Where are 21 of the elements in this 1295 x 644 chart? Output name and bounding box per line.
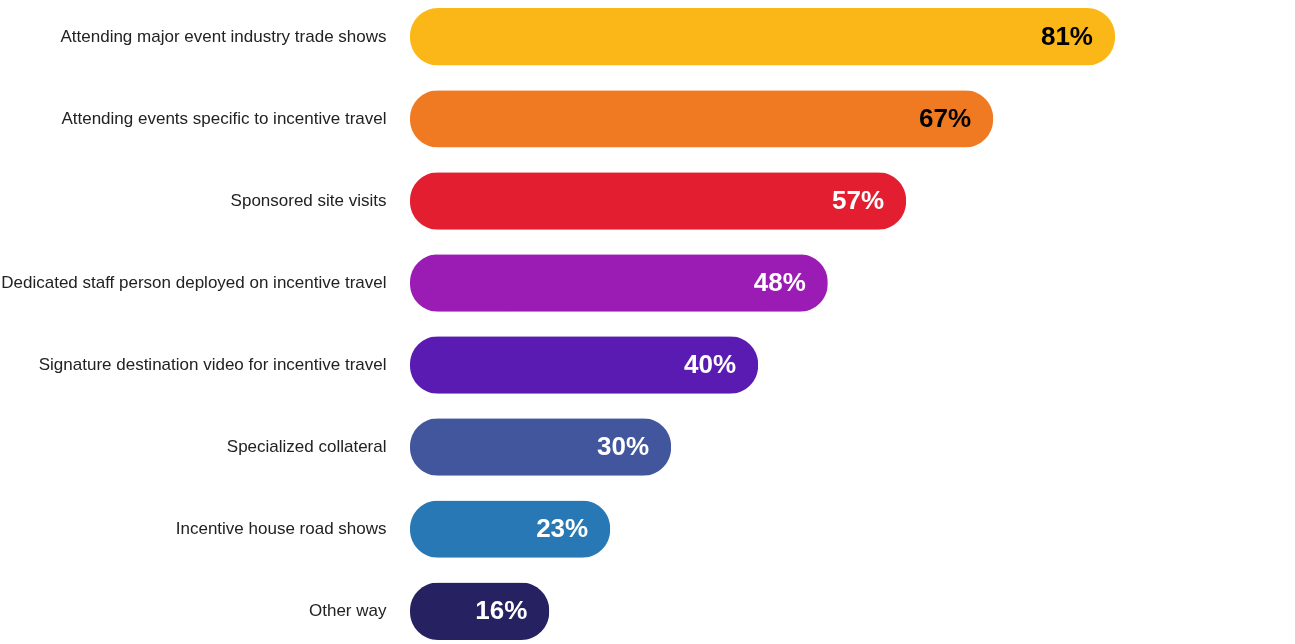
- data-label: 81%: [1040, 20, 1093, 51]
- bar: [410, 8, 1115, 66]
- y-tick-label: Incentive house road shows: [175, 519, 387, 539]
- bar: [410, 172, 907, 230]
- bar: [410, 90, 994, 148]
- y-tick-label: Attending events specific to incentive travel: [61, 108, 387, 128]
- data-label: 57%: [832, 184, 885, 215]
- y-tick-label: Specialized collateral: [226, 437, 387, 457]
- data-label: 40%: [684, 349, 737, 380]
- bar: [410, 336, 759, 394]
- data-label: 48%: [753, 266, 806, 297]
- data-label: 23%: [536, 513, 589, 544]
- data-label: 16%: [475, 595, 528, 626]
- y-tick-label: Signature destination video for incentive travel: [38, 355, 387, 375]
- data-label: 30%: [597, 431, 650, 462]
- y-tick-label: Dedicated staff person deployed on incentive travel: [1, 272, 387, 292]
- bar: [410, 254, 828, 312]
- y-tick-label: Other way: [309, 601, 387, 621]
- y-tick-label: Sponsored site visits: [230, 190, 387, 210]
- y-tick-label: Attending major event industry trade shows: [60, 26, 387, 46]
- data-label: 67%: [919, 102, 972, 133]
